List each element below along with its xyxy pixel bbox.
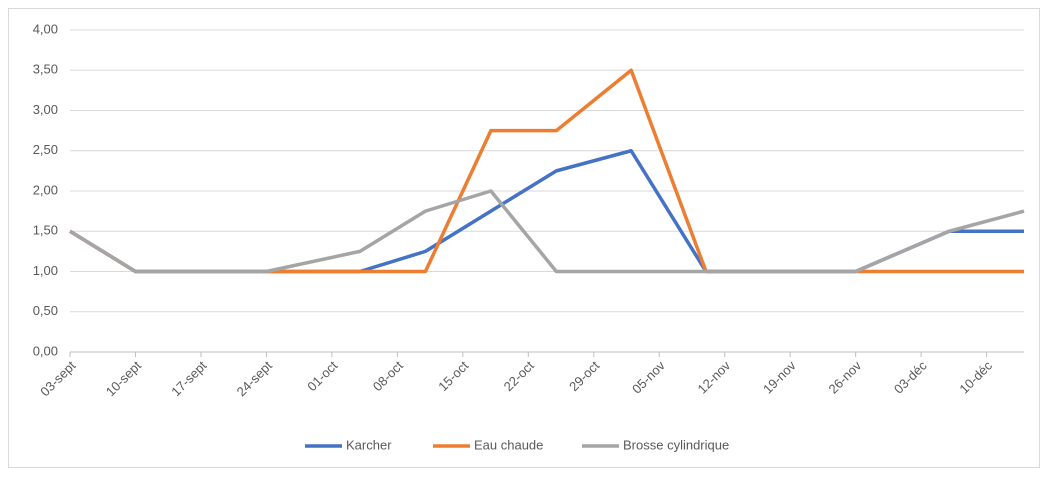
series-line (69, 189, 1025, 274)
chart-border (8, 8, 1040, 468)
y-tick-label: 1,00 (33, 263, 58, 278)
y-tick-label: 3,00 (33, 102, 58, 117)
y-tick-label: 4,00 (33, 21, 58, 36)
legend-label: Karcher (346, 437, 392, 452)
legend-label: Brosse cylindrique (623, 437, 729, 452)
y-tick-label: 0,50 (33, 303, 58, 318)
y-tick-label: 2,00 (33, 182, 58, 197)
legend-label: Eau chaude (474, 437, 543, 452)
y-tick-label: 0,00 (33, 343, 58, 358)
y-tick-label: 3,50 (33, 62, 58, 77)
y-tick-label: 2,50 (33, 142, 58, 157)
y-tick-label: 1,50 (33, 223, 58, 238)
